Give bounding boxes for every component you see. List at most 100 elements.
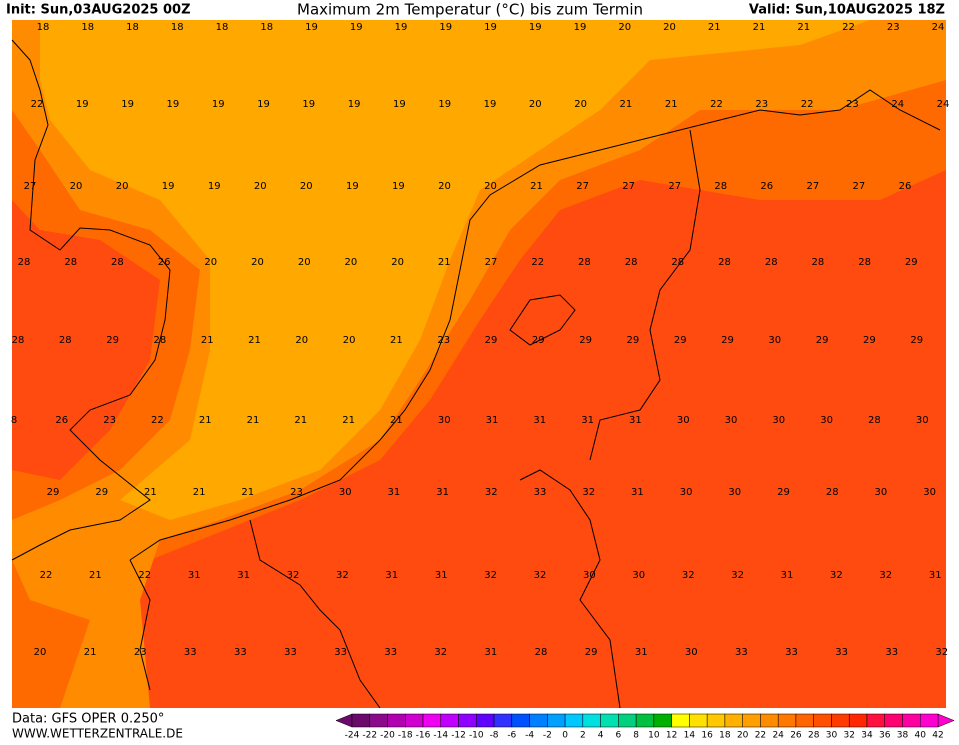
temperature-label: 32 — [485, 487, 498, 498]
colorbar-box — [689, 713, 708, 728]
colorbar-tick-label: 20 — [737, 731, 749, 741]
temperature-label: 24 — [932, 22, 945, 33]
temperature-label: 28 — [714, 181, 727, 192]
colorbar-tick-label: 12 — [666, 731, 677, 741]
temperature-label: 19 — [346, 181, 359, 192]
temperature-label: 26 — [55, 415, 68, 426]
temperature-label: 19 — [167, 99, 180, 110]
temperature-label: 31 — [486, 415, 499, 426]
temperature-label: 8 — [11, 415, 17, 426]
temperature-label: 33 — [835, 647, 848, 658]
colorbar-tick-label: -12 — [451, 731, 466, 741]
temperature-label: 24 — [891, 99, 904, 110]
temperature-label: 22 — [842, 22, 855, 33]
temperature-label: 18 — [37, 22, 50, 33]
coastlines — [11, 39, 941, 709]
temperature-label: 19 — [76, 99, 89, 110]
colorbar-tick-label: 28 — [808, 731, 820, 741]
colorbar-box — [635, 713, 655, 728]
temperature-label: 31 — [388, 487, 401, 498]
temperature-label: 27 — [668, 181, 681, 192]
site-url: WWW.WETTERZENTRALE.DE — [12, 727, 183, 741]
temperature-label: 32 — [682, 570, 695, 581]
temperature-label: 29 — [485, 335, 498, 346]
temperature-label: 20 — [391, 257, 404, 268]
temperature-label: 28 — [812, 257, 825, 268]
colorbar-tick-label: 38 — [897, 731, 909, 741]
colorbar-tick-label: -2 — [543, 731, 552, 741]
temperature-label: 32 — [935, 647, 948, 658]
temperature-label: 20 — [254, 181, 267, 192]
temperature-label: 30 — [772, 415, 785, 426]
temperature-label: 19 — [208, 181, 221, 192]
temperature-label: 21 — [247, 415, 260, 426]
temperature-label: 29 — [674, 335, 687, 346]
colorbar-box — [582, 713, 601, 728]
colorbar-tick-label: -20 — [380, 731, 395, 741]
temperature-label: 29 — [627, 335, 640, 346]
temperature-label: 18 — [260, 22, 273, 33]
temperature-label: 32 — [534, 570, 547, 581]
temperature-label: 19 — [162, 181, 175, 192]
temperature-label: 19 — [439, 22, 452, 33]
colorbar-tick-label: -10 — [469, 731, 484, 741]
temperature-label: 29 — [95, 487, 108, 498]
colorbar-box — [351, 713, 371, 728]
temperature-label: 21 — [390, 335, 403, 346]
temperature-label: 31 — [188, 570, 201, 581]
temperature-label: 30 — [339, 487, 352, 498]
temperature-label: 18 — [81, 22, 94, 33]
temperature-label: 28 — [868, 415, 881, 426]
colorbar-tick-label: 24 — [772, 731, 784, 741]
temperature-label: 20 — [345, 257, 358, 268]
temperature-label: 28 — [18, 257, 31, 268]
temperature-label: 31 — [631, 487, 644, 498]
band-18 — [40, 20, 870, 520]
colorbar-box — [529, 713, 548, 728]
temperature-label: 30 — [632, 570, 645, 581]
colorbar-tick-label: 0 — [562, 731, 568, 741]
temperature-label: 21 — [665, 99, 678, 110]
temperature-label: 31 — [533, 415, 546, 426]
colorbar-tick-label: 16 — [701, 731, 713, 741]
colorbar-tick-label: 36 — [879, 731, 891, 741]
colorbar-tick-label: 22 — [755, 731, 766, 741]
temperature-label: 18 — [171, 22, 184, 33]
temperature-label: 27 — [853, 181, 866, 192]
temperature-label: 20 — [618, 22, 631, 33]
temperature-label: 28 — [718, 257, 731, 268]
colorbar-box — [422, 713, 442, 728]
temperature-label: 23 — [290, 487, 303, 498]
temperature-label: 19 — [393, 99, 406, 110]
temperature-label: 18 — [126, 22, 139, 33]
temperature-label: 21 — [248, 335, 261, 346]
colorbar-tick-label: 42 — [932, 731, 943, 741]
colorbar-box — [600, 713, 619, 728]
temperature-label: 20 — [300, 181, 313, 192]
temperature-label: 30 — [923, 487, 936, 498]
temperature-label: 21 — [201, 335, 214, 346]
colorbar-box — [777, 713, 797, 728]
temperature-label: 20 — [343, 335, 356, 346]
temperature-label: 21 — [199, 415, 212, 426]
temperature-label: 33 — [885, 647, 898, 658]
temperature-label: 21 — [144, 487, 157, 498]
temperature-label: 18 — [216, 22, 229, 33]
temperature-label: 29 — [816, 335, 829, 346]
temperature-label: 31 — [436, 487, 449, 498]
temperature-label: 31 — [485, 647, 498, 658]
temperature-label: 21 — [530, 181, 543, 192]
colorbar-box — [547, 713, 566, 728]
temperature-label: 23 — [755, 99, 768, 110]
temperature-label: 30 — [680, 487, 693, 498]
temperature-label: 29 — [579, 335, 592, 346]
map-title: Maximum 2m Temperatur (°C) bis zum Termi… — [297, 1, 643, 19]
colorbar-box — [458, 713, 477, 728]
temperature-label: 27 — [24, 181, 37, 192]
colorbar-tick-label: -8 — [490, 731, 499, 741]
temperature-label: 19 — [392, 181, 405, 192]
temperature-label: 30 — [583, 570, 596, 581]
temperature-label: 22 — [801, 99, 814, 110]
temperature-label: 33 — [234, 647, 247, 658]
colorbar-tick-label: 10 — [648, 731, 660, 741]
